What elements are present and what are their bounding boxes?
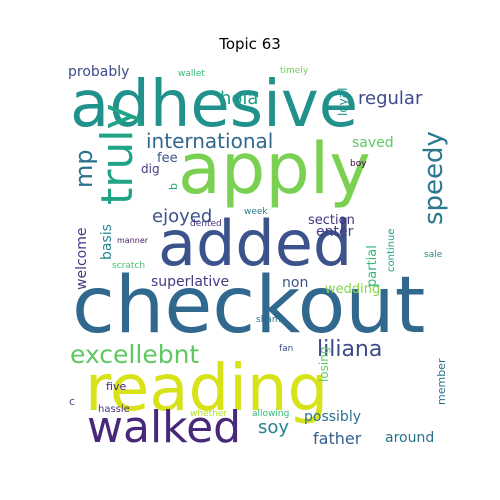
word-hola: hola <box>220 88 258 109</box>
word-truly: truly <box>92 104 143 206</box>
word-sale: sale <box>424 250 443 260</box>
word-timely: timely <box>280 66 309 76</box>
word-cloud: checkout adhesive apply added reading walked t… <box>60 60 450 453</box>
word-section: section <box>308 213 355 228</box>
word-manner: manner <box>117 236 149 245</box>
word-c: c <box>69 395 75 408</box>
word-dig: dig <box>141 162 160 176</box>
word-checkout: checkout <box>72 261 425 351</box>
word-losing: losing <box>317 347 331 382</box>
word-reading: reading <box>85 352 328 426</box>
word-superlative: superlative <box>151 274 229 290</box>
word-dented: dented <box>190 219 222 229</box>
word-father: father <box>313 429 362 448</box>
word-adhesive: adhesive <box>70 68 358 142</box>
word-speedy: speedy <box>419 131 449 225</box>
word-mp: mp <box>70 149 98 188</box>
word-b: b <box>167 183 180 190</box>
word-week: week <box>244 207 268 217</box>
word-added: added <box>158 207 352 280</box>
word-liliana: liliana <box>317 337 382 362</box>
word-five: five <box>106 380 126 393</box>
word-around: around <box>385 430 434 446</box>
word-regular: regular <box>358 88 423 109</box>
word-probably: probably <box>68 64 129 80</box>
word-welcome: welcome <box>74 228 90 290</box>
word-scratch: scratch <box>112 261 145 271</box>
word-wedding: wedding <box>325 282 380 297</box>
word-non: non <box>282 275 308 291</box>
word-hassle: hassle <box>98 404 130 415</box>
word-loyal: loyal <box>336 88 350 116</box>
word-international: international <box>146 129 273 153</box>
word-partial: partial <box>365 245 380 287</box>
word-basis: basis <box>99 224 115 260</box>
word-excellebnt: excellebnt <box>70 340 199 369</box>
word-saved: saved <box>352 135 394 151</box>
word-boy: boy <box>350 159 367 169</box>
word-fan: fan <box>279 344 293 354</box>
word-wallet: wallet <box>178 69 205 79</box>
word-member: member <box>435 358 448 405</box>
word-ejoyed: ejoyed <box>152 206 212 227</box>
word-continue: continue <box>386 229 397 272</box>
word-walked: walked <box>87 402 241 450</box>
word-apply: apply <box>178 128 371 210</box>
word-enter: enter <box>316 224 354 240</box>
word-whether: whether <box>190 409 227 419</box>
word-allowing: allowing <box>252 409 289 419</box>
word-possibly: possibly <box>304 409 361 425</box>
word-shame: shame <box>256 315 287 325</box>
word-fee: fee <box>157 151 178 166</box>
word-soy: soy <box>258 417 289 438</box>
chart-title: Topic 63 <box>219 35 281 53</box>
